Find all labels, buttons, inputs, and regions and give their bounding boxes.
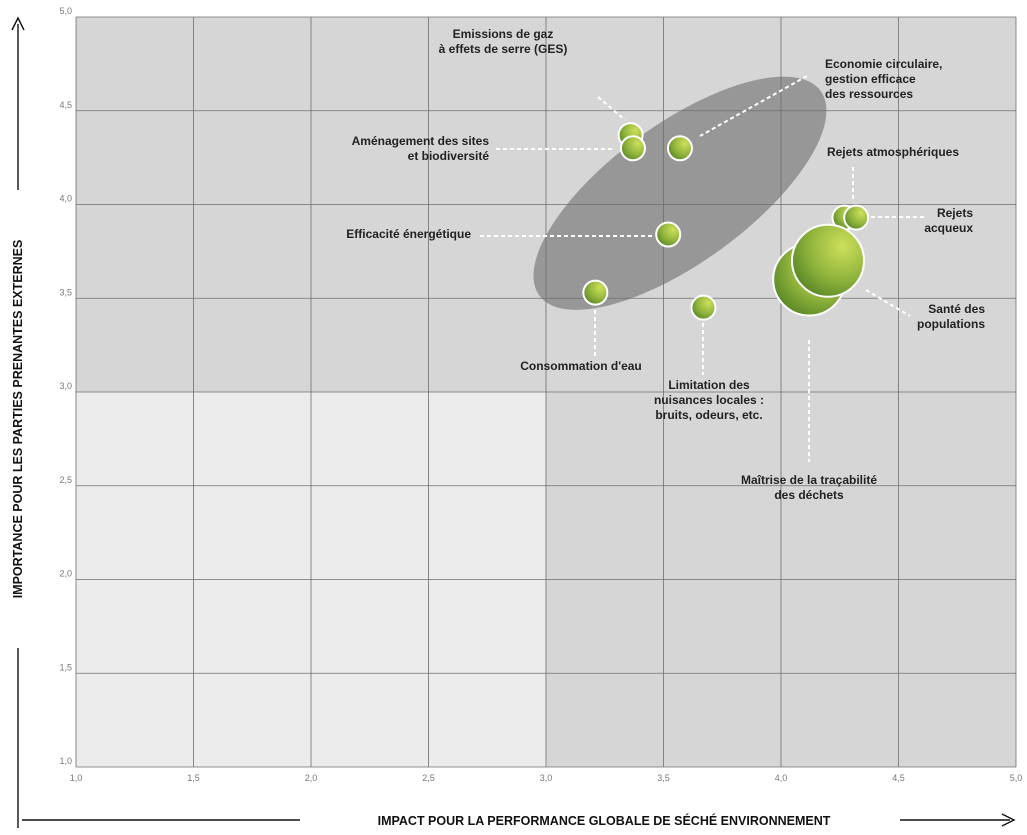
point-label: Aménagement des sites et biodiversité xyxy=(352,134,490,163)
y-tick-label: 1,0 xyxy=(59,756,72,766)
y-axis-title: IMPORTANCE POUR LES PARTIES PRENANTES EX… xyxy=(11,240,25,599)
x-axis-arrowhead xyxy=(1001,813,1016,827)
point-labels: Emissions de gaz à effets de serre (GES) A… xyxy=(346,27,985,502)
data-bubble xyxy=(690,294,717,321)
point-label: Maîtrise de la traçabilité des déchets xyxy=(741,473,877,502)
y-tick-label: 2,0 xyxy=(59,569,72,579)
point-label: Consommation d'eau xyxy=(520,359,642,373)
point-label: Economie circulaire, gestion efficace des … xyxy=(825,57,942,101)
y-tick-label: 1,5 xyxy=(59,662,72,672)
leader-line xyxy=(597,96,626,121)
x-tick-label: 2,5 xyxy=(422,773,435,783)
data-bubble xyxy=(655,221,682,248)
data-bubble xyxy=(666,135,693,162)
leader-line xyxy=(865,289,911,317)
y-axis-arrowhead xyxy=(11,16,25,31)
y-tick-label: 4,5 xyxy=(59,100,72,110)
x-tick-label: 5,0 xyxy=(1010,773,1023,783)
x-axis-title: IMPACT POUR LA PERFORMANCE GLOBALE DE SÉ… xyxy=(378,813,831,828)
x-tick-label: 1,0 xyxy=(70,773,83,783)
y-tick-label: 3,0 xyxy=(59,381,72,391)
grid-lines xyxy=(75,16,1017,768)
point-label: Emissions de gaz à effets de serre (GES) xyxy=(439,27,568,56)
point-label: Rejets atmosphériques xyxy=(827,145,959,159)
data-bubble xyxy=(791,223,865,298)
data-bubble xyxy=(843,204,870,231)
y-tick-label: 2,5 xyxy=(59,475,72,485)
data-bubble xyxy=(582,279,609,306)
x-tick-label: 1,5 xyxy=(187,773,200,783)
x-tick-label: 4,0 xyxy=(775,773,788,783)
x-tick-label: 2,0 xyxy=(305,773,318,783)
y-tick-label: 4,0 xyxy=(59,194,72,204)
tick-labels: 1,0 1,5 2,0 2,5 3,0 3,5 4,0 4,5 5,0 1,0 1,5 2,0 2,5 3… xyxy=(59,6,1022,783)
leader-lines xyxy=(480,75,925,462)
priority-ellipse xyxy=(533,76,827,310)
y-tick-label: 3,5 xyxy=(59,287,72,297)
x-tick-label: 3,0 xyxy=(540,773,553,783)
bubbles xyxy=(582,122,870,321)
point-label: Santé des populations xyxy=(917,302,985,331)
point-label: Rejets acqueux xyxy=(924,206,973,235)
x-tick-label: 3,5 xyxy=(657,773,670,783)
y-tick-label: 5,0 xyxy=(59,6,72,16)
point-label: Limitation des nuisances locales : bruits,… xyxy=(654,378,764,422)
data-bubble xyxy=(619,135,646,162)
point-label: Efficacité énergétique xyxy=(346,227,471,241)
x-tick-label: 4,5 xyxy=(892,773,905,783)
